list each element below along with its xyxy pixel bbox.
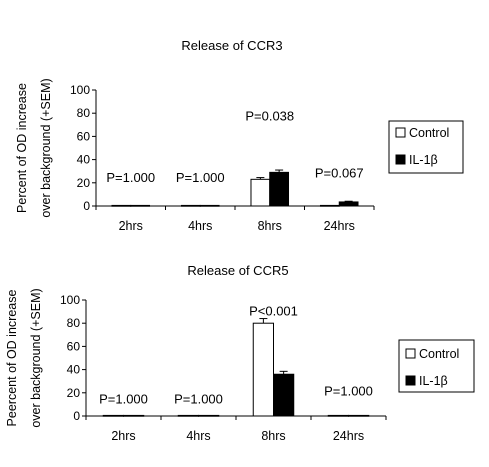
legend-swatch-il1b <box>405 375 416 386</box>
x-category-label: 8hrs <box>258 219 282 233</box>
p-value-label: P=1.000 <box>174 392 223 407</box>
bar-il1b <box>338 201 359 207</box>
y-tick-label: 20 <box>77 176 91 190</box>
bar-il1b <box>130 204 151 207</box>
p-value-label: P=1.000 <box>324 383 373 398</box>
y-tick-label: 100 <box>70 83 90 97</box>
bar-control <box>327 414 349 417</box>
x-category-label: 24hrs <box>333 429 364 443</box>
p-value-label: P=0.067 <box>315 165 364 180</box>
p-value-label: P=1.000 <box>176 170 225 185</box>
p-value-label: P<0.001 <box>249 303 298 318</box>
legend-label-control: Control <box>419 347 459 361</box>
y-axis-label: Percent of OD increase over background (… <box>15 78 53 217</box>
x-category-label: 8hrs <box>261 429 285 443</box>
bar-il1b <box>123 414 145 417</box>
x-category-label: 4hrs <box>186 429 210 443</box>
legend-label-il1b: IL-1β <box>419 374 448 388</box>
bar-il1b <box>273 373 295 417</box>
p-value-label: P=0.038 <box>245 109 294 124</box>
bar-control <box>111 204 132 207</box>
legend-label-control: Control <box>409 126 449 140</box>
legend-label-il1b: IL-1β <box>409 153 438 167</box>
x-category-label: 4hrs <box>188 219 212 233</box>
bar-il1b <box>269 171 290 207</box>
bar-control <box>102 414 124 417</box>
y-tick-label: 60 <box>77 129 91 143</box>
bar-il1b <box>348 414 370 417</box>
y-axis-label-line2: over background (+SEM) <box>29 288 43 427</box>
bar-il1b <box>198 414 220 417</box>
legend-swatch-control <box>405 348 416 359</box>
y-tick-label: 40 <box>77 153 91 167</box>
x-category-label: 24hrs <box>324 219 355 233</box>
y-axis-label-line1: Peercent of OD increase <box>5 290 19 427</box>
chart-title: Release of CCR3 <box>181 38 282 53</box>
y-tick-label: 80 <box>77 106 91 120</box>
legend: Control IL-1β <box>398 339 475 393</box>
p-value-label: P=1.000 <box>99 392 148 407</box>
x-category-label: 2hrs <box>111 429 135 443</box>
bar-control <box>252 322 274 417</box>
chart-title: Release of CCR5 <box>187 263 288 278</box>
bar-control <box>177 414 199 417</box>
bar-control <box>250 178 271 207</box>
plot-area: 0 20 40 60 80 100 2hrs P=1.000 4hrs P=1.000 8hrs P<… <box>60 293 387 443</box>
y-tick-label: 80 <box>67 316 81 330</box>
y-tick-label: 0 <box>73 409 80 423</box>
y-tick-label: 0 <box>83 199 90 213</box>
p-value-label: P=1.000 <box>106 170 155 185</box>
y-axis-label-line1: Percent of OD increase <box>15 83 29 213</box>
chart-ccr5: Release of CCR5 Peercent of OD increase … <box>5 263 475 443</box>
y-tick-label: 40 <box>67 363 81 377</box>
bar-control <box>319 204 340 207</box>
y-tick-label: 60 <box>67 339 81 353</box>
bar-control <box>180 204 201 207</box>
y-tick-label: 100 <box>60 293 80 307</box>
chart-ccr3: Release of CCR3 Percent of OD increase o… <box>15 38 464 233</box>
x-category-label: 2hrs <box>119 219 143 233</box>
bar-il1b <box>199 204 220 207</box>
y-axis-label: Peercent of OD increase over background … <box>5 288 43 427</box>
legend-swatch-control <box>395 127 406 138</box>
legend-swatch-il1b <box>395 154 406 165</box>
y-tick-label: 20 <box>67 386 81 400</box>
plot-area: 0 20 40 60 80 100 2hrs P=1.000 4hrs P=1.000 8hrs P=… <box>70 83 375 233</box>
legend: Control IL-1β <box>388 120 464 174</box>
y-axis-label-line2: over background (+SEM) <box>39 78 53 217</box>
